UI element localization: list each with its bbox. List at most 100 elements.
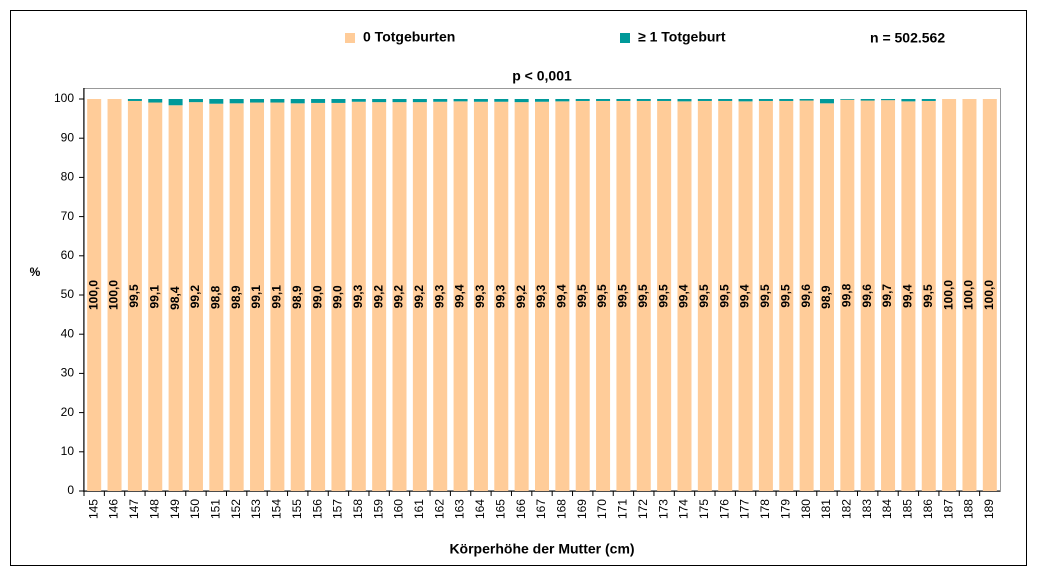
x-tick-label: 153 <box>249 499 263 519</box>
bar-segment <box>250 99 265 103</box>
value-label: 100,0 <box>941 280 955 310</box>
value-label: 98,9 <box>229 285 243 309</box>
x-tick-label: 177 <box>738 499 752 519</box>
legend-swatch <box>620 33 630 43</box>
bar-segment <box>453 99 468 102</box>
bar-segment <box>718 100 733 492</box>
bar-segment <box>881 99 896 101</box>
bar-segment <box>555 101 570 492</box>
x-tick-label: 154 <box>270 499 284 519</box>
bar-segment <box>168 99 183 106</box>
x-tick-label: 164 <box>473 499 487 519</box>
bar-segment <box>840 99 855 100</box>
x-tick-label: 162 <box>432 499 446 519</box>
bar-segment <box>697 100 712 492</box>
x-tick-label: 148 <box>147 499 161 519</box>
legend-label: 0 Totgeburten <box>363 29 455 45</box>
x-tick-label: 151 <box>208 499 222 519</box>
x-tick-label: 159 <box>371 499 385 519</box>
value-label: 99,4 <box>901 284 915 308</box>
bar-segment <box>494 99 509 102</box>
bar-segment <box>494 101 509 491</box>
bar-segment <box>596 99 611 101</box>
value-label: 99,5 <box>595 284 609 308</box>
bar-segment <box>127 100 142 492</box>
bar-segment <box>555 99 570 102</box>
x-tick-label: 170 <box>595 499 609 519</box>
bar-segment <box>148 102 163 491</box>
value-label: 99,2 <box>412 285 426 309</box>
bar-segment <box>311 102 326 492</box>
bar-segment <box>433 101 448 491</box>
x-tick-label: 147 <box>127 499 141 519</box>
bar-segment <box>535 99 549 102</box>
bar-segment <box>921 99 936 101</box>
p-value: p < 0,001 <box>512 68 572 84</box>
bar-segment <box>697 99 712 101</box>
value-label: 100,0 <box>982 280 996 310</box>
x-tick-label: 169 <box>575 499 589 519</box>
x-tick-label: 182 <box>840 499 854 519</box>
x-tick-label: 175 <box>697 499 711 519</box>
value-label: 99,4 <box>677 284 691 308</box>
x-tick-label: 156 <box>310 499 324 519</box>
bar-segment <box>107 99 122 491</box>
value-label: 99,5 <box>921 284 935 308</box>
bar-segment <box>738 101 753 492</box>
x-tick-label: 188 <box>962 499 976 519</box>
value-label: 99,0 <box>331 285 345 309</box>
value-label: 99,6 <box>860 284 874 308</box>
bar-segment <box>901 99 916 102</box>
bar-segment <box>331 99 346 103</box>
value-label: 99,4 <box>453 284 467 308</box>
value-label: 99,2 <box>188 285 202 309</box>
bar-segment <box>514 99 529 103</box>
bar-segment <box>127 99 142 101</box>
value-label: 100,0 <box>86 280 100 310</box>
bar-segment <box>311 99 326 103</box>
y-tick-label: 0 <box>67 483 74 497</box>
bar-segment <box>229 99 244 104</box>
y-tick-label: 100 <box>54 91 74 105</box>
bar-segment <box>718 99 733 101</box>
x-tick-label: 145 <box>86 499 100 519</box>
bar-segment <box>412 99 427 103</box>
x-axis-label: Körperhöhe der Mutter (cm) <box>449 541 634 557</box>
bar-segment <box>250 102 265 491</box>
bar-segment <box>860 99 875 101</box>
bar-segment <box>657 100 672 492</box>
value-label: 98,9 <box>819 285 833 309</box>
value-label: 99,2 <box>371 285 385 309</box>
value-label: 98,8 <box>208 285 222 309</box>
bar-segment <box>535 101 549 491</box>
bar-segment <box>636 99 651 101</box>
value-label: 99,5 <box>575 284 589 308</box>
x-tick-label: 173 <box>656 499 670 519</box>
bar-segment <box>209 99 224 104</box>
bar-segment <box>779 99 794 101</box>
y-axis-label: % <box>30 265 41 279</box>
bar-segment <box>270 102 285 491</box>
bar-segment <box>677 101 692 492</box>
bar-segment <box>372 99 387 103</box>
bar-segment <box>616 100 631 492</box>
bar-segment <box>290 103 305 491</box>
x-tick-label: 183 <box>860 499 874 519</box>
y-tick-label: 60 <box>61 248 75 262</box>
x-tick-label: 152 <box>229 499 243 519</box>
value-label: 99,3 <box>351 284 365 308</box>
value-label: 98,4 <box>168 286 182 310</box>
bar-segment <box>779 100 794 492</box>
x-tick-label: 186 <box>921 499 935 519</box>
bar-segment <box>799 99 814 101</box>
value-label: 99,5 <box>778 284 792 308</box>
bar-segment <box>575 99 590 101</box>
bar-segment <box>942 99 957 491</box>
n-count: n = 502.562 <box>870 30 945 46</box>
value-label: 99,2 <box>514 285 528 309</box>
y-tick-label: 20 <box>61 405 75 419</box>
value-label: 99,4 <box>738 284 752 308</box>
x-tick-label: 157 <box>331 499 345 519</box>
value-label: 100,0 <box>962 280 976 310</box>
